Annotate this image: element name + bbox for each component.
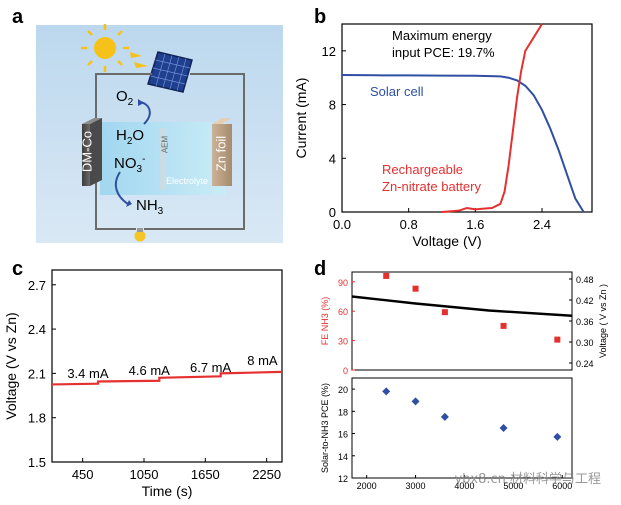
- legend-battery-line-2: Zn-nitrate battery: [382, 179, 481, 194]
- plot-frame-bottom: [351, 377, 573, 479]
- step-label-3: 6.7 mA: [190, 360, 232, 375]
- y-tick-label-left: 90: [338, 278, 348, 288]
- label-no3: NO3-: [114, 154, 146, 175]
- y-tick-label: 2.1: [28, 366, 46, 381]
- y-axis-label-bottom: Solar-to-NH3 PCE (%): [320, 383, 330, 473]
- fe-point: [412, 285, 419, 292]
- pce-point: [499, 424, 508, 432]
- y-axis-label-left-top: FE NH3 (%): [320, 297, 330, 346]
- fe-point: [441, 309, 448, 316]
- label-dm-co: DM-Co: [79, 130, 95, 173]
- y-tick-label-right: 0.36: [576, 317, 594, 327]
- y-axis-label: Current (mA): [293, 78, 309, 159]
- solar-panel-icon: [147, 51, 193, 93]
- panel-letter-c: c: [12, 258, 24, 280]
- y-tick-label-right: 0.30: [576, 338, 594, 348]
- x-tick-label: 2.4: [533, 217, 551, 232]
- legend-solar-cell: Solar cell: [370, 84, 424, 99]
- panel-letter-d: d: [314, 258, 327, 280]
- watermark: ybx8.cn 材料科学与工程: [454, 472, 601, 487]
- plot-frame: [341, 23, 593, 213]
- y-tick-label: 0: [329, 205, 336, 220]
- legend-battery-line-1: Rechargeable: [382, 162, 463, 177]
- fe-point: [500, 322, 507, 329]
- y-tick-label: 4: [329, 151, 336, 166]
- step-label-1: 3.4 mA: [67, 366, 109, 381]
- y-tick-label-bottom: 12: [338, 474, 348, 484]
- series-line-voltage: [351, 295, 573, 317]
- x-tick-label: 2000: [357, 481, 377, 491]
- x-tick-label: 1.6: [466, 217, 484, 232]
- series-line-voltage: [51, 370, 283, 386]
- pce-point: [553, 432, 562, 441]
- pce-point: [382, 387, 391, 396]
- x-tick-label: 450: [72, 467, 94, 482]
- y-tick-label-left: 60: [338, 307, 348, 317]
- label-electrolyte: Electrolyte: [166, 176, 209, 186]
- x-tick-label: 3000: [406, 481, 426, 491]
- x-tick-label: 1650: [191, 467, 220, 482]
- pce-point: [440, 412, 449, 421]
- panel-letter-a: a: [12, 6, 24, 28]
- y-tick-label: 1.8: [28, 411, 46, 426]
- y-tick-label-right: 0.42: [576, 296, 594, 306]
- y-tick-label-bottom: 20: [338, 385, 348, 395]
- y-tick-label-bottom: 18: [338, 407, 348, 417]
- x-tick-label: 1050: [130, 467, 159, 482]
- step-label-4: 8 mA: [247, 353, 278, 368]
- sun-icon: [81, 24, 129, 72]
- series-line-battery: [441, 23, 543, 213]
- y-tick-label: 1.5: [28, 455, 46, 470]
- label-aem: AEM: [160, 135, 170, 154]
- y-axis-label-right-top: Voltage ( V vs Zn ): [598, 284, 608, 358]
- light-bulb-icon: [134, 228, 146, 242]
- plot-frame: [51, 269, 283, 463]
- y-tick-label: 2.7: [28, 278, 46, 293]
- step-label-2: 4.6 mA: [129, 363, 171, 378]
- fe-point: [383, 272, 390, 279]
- light-ray-icon: [130, 52, 148, 68]
- x-tick-label: 0.8: [400, 217, 418, 232]
- x-tick-label: 2250: [252, 467, 281, 482]
- series-line-solar-cell: [341, 74, 585, 213]
- y-tick-label: 2.4: [28, 322, 46, 337]
- y-tick-label-right: 0.48: [576, 275, 594, 285]
- label-h2o: H2O: [116, 127, 145, 147]
- label-nh3: NH3: [136, 197, 164, 217]
- reaction-arrow-icon: [114, 101, 151, 205]
- label-zn-foil: Zn foil: [213, 135, 229, 172]
- y-tick-label-left: 30: [338, 337, 348, 347]
- y-tick-label-left: 0: [343, 366, 348, 376]
- x-axis-label: Voltage (V): [412, 233, 481, 249]
- y-tick-label-bottom: 16: [338, 430, 348, 440]
- y-tick-label: 8: [329, 98, 336, 113]
- y-tick-label-right: 0.24: [576, 359, 594, 369]
- fe-point: [554, 336, 561, 343]
- x-axis-label: Time (s): [142, 483, 193, 499]
- annotation-line-2: input PCE: 19.7%: [392, 45, 495, 60]
- annotation-line-1: Maximum energy: [392, 28, 492, 43]
- panel-letter-b: b: [314, 6, 327, 28]
- y-tick-label-bottom: 14: [338, 452, 348, 462]
- label-o2: O2: [116, 88, 134, 108]
- y-tick-label: 12: [322, 44, 336, 59]
- y-axis-label: Voltage (V vs Zn): [3, 312, 19, 419]
- pce-point: [411, 397, 420, 406]
- plot-frame-top: [351, 271, 573, 371]
- x-tick-label: 0.0: [333, 217, 351, 232]
